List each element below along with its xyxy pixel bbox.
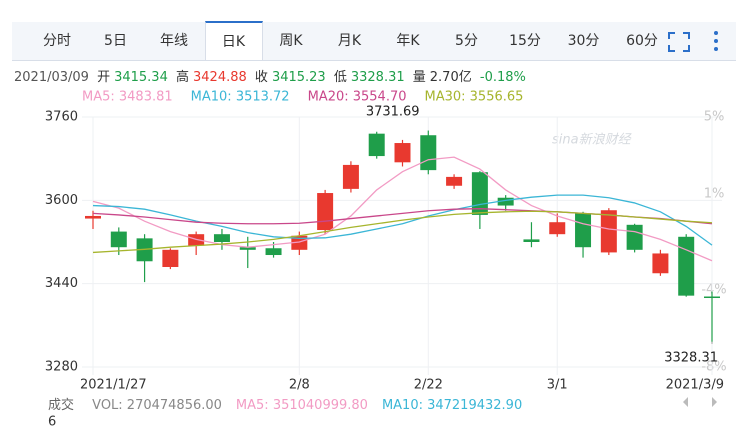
- fullscreen-icon[interactable]: [668, 32, 690, 52]
- candle-body: [575, 213, 592, 248]
- low-label: 3328.31: [664, 351, 718, 366]
- quote-date: 2021/03/09: [14, 70, 89, 85]
- volume-legend: MA10: 347219432.90: [381, 398, 523, 413]
- quote-value: 3424.88: [193, 70, 247, 85]
- candle-body: [704, 296, 720, 299]
- candle-body: [368, 133, 385, 157]
- more-icon[interactable]: [712, 30, 720, 52]
- tab[interactable]: 15分: [509, 33, 541, 49]
- scroll-arrows[interactable]: [682, 396, 718, 408]
- y2-tick-label: -8%: [701, 360, 726, 375]
- quote-label: 高: [176, 70, 190, 85]
- quote-value: 2.70亿: [429, 70, 472, 85]
- quote-label: 开: [97, 70, 111, 85]
- volume-legend: VOL: 270474856.00: [92, 398, 222, 413]
- y-tick-label: 3280: [45, 360, 78, 375]
- legend-entry: MA20: 3554.70: [308, 90, 407, 105]
- candle-body: [446, 176, 463, 186]
- quote-value: 3415.34: [114, 70, 168, 85]
- tab[interactable]: 月K: [337, 33, 362, 49]
- tab[interactable]: 周K: [279, 33, 303, 49]
- y-tick-label: 3440: [45, 276, 78, 291]
- x-tick-label: 3/1: [547, 378, 568, 393]
- quote-label: 收: [254, 70, 268, 85]
- candle-body: [162, 249, 179, 267]
- y2-tick-label: 5%: [704, 110, 725, 125]
- x-tick-label: 2/22: [414, 378, 443, 393]
- watermark: sina新浪财经: [552, 132, 633, 148]
- ma-line: [92, 210, 713, 254]
- volume-legend: MA5: 351040999.80: [235, 398, 368, 413]
- quote-value: 3415.23: [271, 70, 326, 85]
- y2-tick-label: -4%: [701, 283, 726, 298]
- ma-line: [92, 194, 713, 246]
- candle-body: [342, 164, 359, 189]
- candle-body: [265, 248, 282, 256]
- candle-body: [678, 236, 695, 296]
- candle-body: [110, 231, 127, 248]
- candle-body: [291, 235, 308, 250]
- x-tick-label: 2021/1/27: [80, 378, 147, 393]
- candle-body: [420, 135, 437, 171]
- volume-axis-label: 6: [48, 415, 56, 430]
- x-tick-label: 2021/3/9: [666, 378, 724, 393]
- legend-entry: MA30: 3556.65: [425, 90, 524, 105]
- tab[interactable]: 5分: [455, 33, 478, 49]
- y-tick-label: 3600: [45, 193, 78, 208]
- candle-body: [523, 239, 540, 242]
- candle-body: [239, 247, 256, 250]
- candle-body: [317, 193, 334, 231]
- candle-body: [549, 222, 566, 235]
- high-label: 3731.69: [366, 105, 420, 120]
- candle-body: [85, 215, 101, 219]
- legend-entry: MA5: 3483.81: [82, 90, 173, 105]
- candle-body: [626, 224, 643, 250]
- candle-body: [652, 253, 669, 274]
- quote-label: 低: [333, 70, 347, 85]
- tab[interactable]: 日K: [204, 21, 263, 60]
- x-tick-label: 2/8: [289, 378, 310, 393]
- legend-entry: MA10: 3513.72: [191, 90, 290, 105]
- tab-bar: 分时 5日 年线 日K 周K 月K 年K 5分 15分 30分 60分: [12, 21, 736, 61]
- tab[interactable]: 年线: [160, 33, 188, 49]
- tab[interactable]: 30分: [567, 33, 600, 49]
- volume-line: 成交 VOL: 270474856.00 MA5: 351040999.80 MA1…: [48, 394, 536, 413]
- quote-label: 量: [412, 70, 426, 85]
- candle-body: [394, 143, 411, 163]
- candle-body: [213, 234, 230, 242]
- tab[interactable]: 60分: [626, 33, 658, 49]
- ma-line: [92, 156, 713, 262]
- y2-tick-label: 1%: [704, 186, 725, 201]
- y-tick-label: 3760: [45, 110, 78, 125]
- quote-change: -0.18%: [479, 70, 526, 85]
- candle-body: [600, 210, 617, 253]
- volume-title: 成交: [48, 398, 75, 413]
- tab[interactable]: 分时: [43, 33, 71, 49]
- tab[interactable]: 5日: [104, 33, 127, 49]
- tab[interactable]: 年K: [396, 33, 420, 49]
- candle-body: [497, 197, 514, 206]
- quote-value: 3328.31: [350, 70, 405, 85]
